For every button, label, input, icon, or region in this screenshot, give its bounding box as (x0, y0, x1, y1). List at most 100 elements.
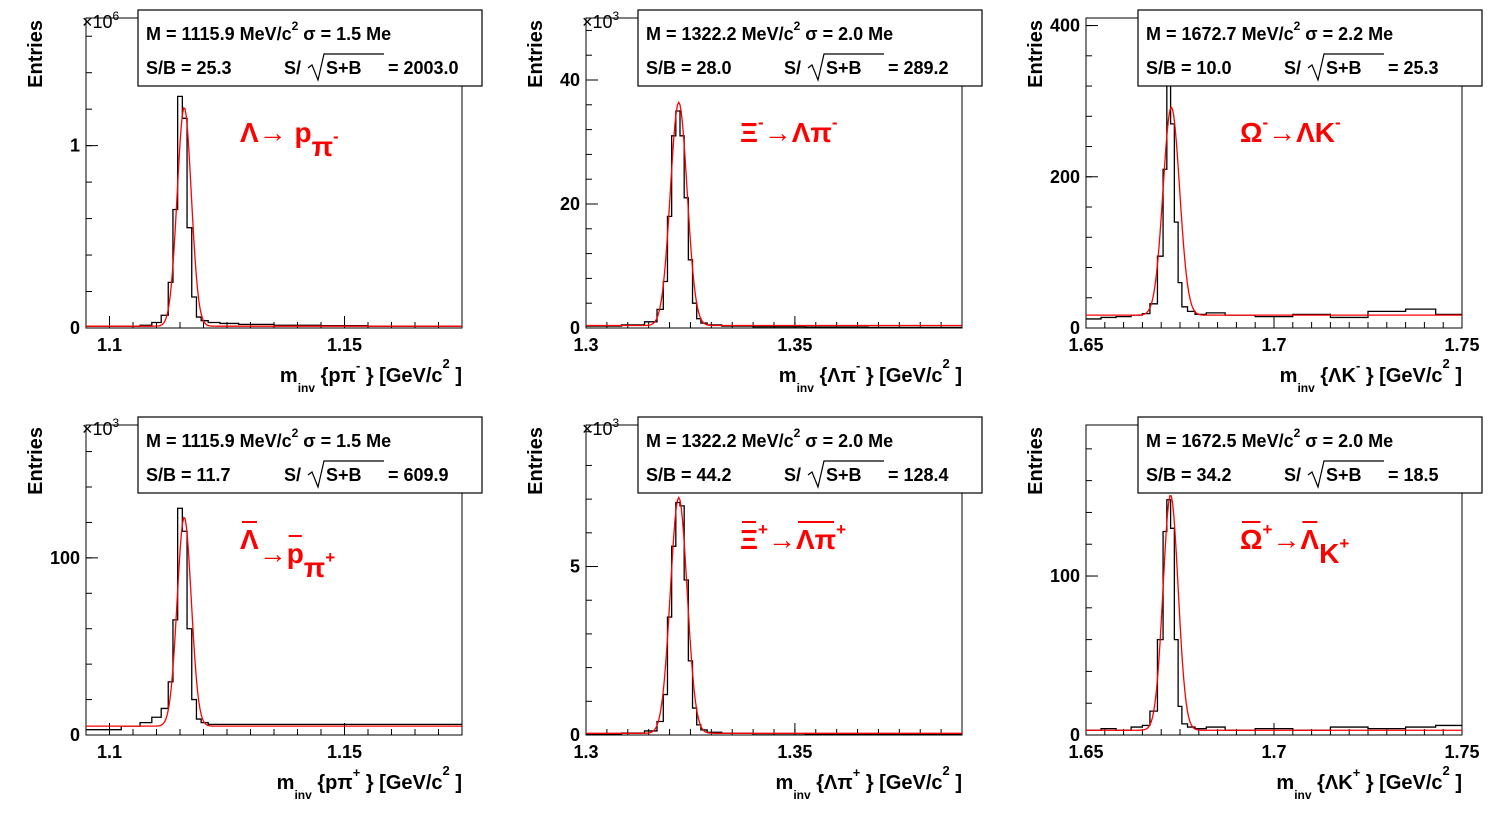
stats-sigma: σ = 2.2 Me (1300, 24, 1393, 44)
x-axis-title-part: - (856, 358, 860, 373)
y-exponent-power: 3 (613, 416, 620, 430)
x-axis-title-part: {ΛK (1315, 365, 1357, 387)
x-axis-title-part: {Λπ (814, 365, 856, 387)
decay-part: →p (259, 538, 304, 569)
stats-mass-sup: 2 (1294, 426, 1301, 440)
sqrt-sign (307, 460, 384, 490)
decay-label: Λ→pπ+ (240, 524, 335, 583)
x-axis-title-part: } [GeV/c (360, 365, 442, 387)
stats-significance-value: = 18.5 (1388, 465, 1439, 485)
x-axis-title-part: ] (950, 365, 962, 387)
x-axis-title-part: ] (450, 772, 462, 794)
chart-panel-5: 0 5 1.3 1.35 Entries ×103 minv {Λπ+ } [GeV/c2 … (525, 416, 983, 802)
stats-significance-value: = 128.4 (888, 465, 949, 485)
stats-box (637, 416, 983, 494)
y-tick-label: 1 (70, 136, 80, 156)
x-axis-title: minv {pπ+ } [GeV/c2 ] (277, 763, 462, 802)
x-axis-title-part: {Λπ (811, 772, 853, 794)
y-axis-title: Entries (25, 427, 47, 495)
stats-significance-arg: S+B (326, 58, 362, 78)
decay-part: Λ (240, 524, 259, 555)
y-tick-label: 20 (560, 194, 580, 214)
stats-mass: M = 1115.9 MeV/c2 σ = 1.5 Me (146, 426, 391, 451)
stats-mass-sup: 2 (1294, 19, 1301, 33)
x-axis-title-part: } [GeV/c (360, 772, 442, 794)
histogram-line (86, 507, 462, 731)
x-axis-title: minv {Λπ- } [GeV/c2 ] (779, 356, 962, 395)
x-axis-title-part: 2 (943, 763, 950, 778)
x-tick-label: 1.35 (777, 335, 812, 355)
stats-sb: S/B = 25.3 (146, 58, 232, 78)
decay-sup: - (333, 127, 339, 146)
decay-sup: - (1335, 113, 1341, 132)
decay-part: →Λ (1272, 524, 1319, 555)
stats-sigma: σ = 2.0 Me (800, 24, 893, 44)
stats-sb: S/B = 44.2 (646, 465, 732, 485)
fit-curve (1086, 105, 1462, 316)
y-axis-title: Entries (525, 427, 547, 495)
y-axis-title: Entries (25, 20, 47, 88)
decay-part: π (304, 552, 325, 583)
x-axis-title-part: } [GeV/c (1360, 772, 1442, 794)
decay-part: Λ→ p (240, 117, 312, 148)
stats-significance-arg: S+B (1326, 465, 1362, 485)
fit-curve (1086, 495, 1462, 731)
stats-significance-value: = 609.9 (388, 465, 449, 485)
x-axis-title-part: m (779, 365, 797, 387)
stats-mass: M = 1672.7 MeV/c2 σ = 2.2 Me (1146, 19, 1393, 44)
decay-sup: + (1339, 534, 1349, 553)
stats-box (1137, 9, 1483, 87)
x-tick-label: 1.75 (1444, 742, 1479, 762)
x-axis-title: minv {ΛK+ } [GeV/c2 ] (1276, 763, 1462, 802)
decay-part: →Λπ (764, 117, 832, 148)
decay-sup: + (325, 548, 335, 567)
stats-significance-value: = 289.2 (888, 58, 949, 78)
decay-part: Ξ (740, 117, 758, 148)
y-exponent-power: 3 (613, 9, 620, 23)
x-axis-title-part: 2 (443, 763, 450, 778)
x-axis-title-part: + (353, 765, 361, 780)
stats-sb: S/B = 10.0 (1146, 58, 1232, 78)
x-tick-label: 1.15 (327, 335, 362, 355)
stats-significance-arg: S+B (826, 58, 862, 78)
x-axis-title-part: } [GeV/c (860, 365, 942, 387)
y-axis-title: Entries (1025, 427, 1047, 495)
x-tick-label: 1.65 (1068, 335, 1103, 355)
stats-box (137, 9, 483, 87)
x-tick-label: 1.35 (777, 742, 812, 762)
stats-mass: M = 1672.5 MeV/c2 σ = 2.0 Me (1146, 426, 1393, 451)
decay-part: Ω (1240, 524, 1262, 555)
stats-sigma: σ = 2.0 Me (1300, 431, 1393, 451)
x-tick-label: 1.3 (573, 335, 598, 355)
fit-curve (86, 516, 462, 727)
x-axis-title-part: ] (1450, 772, 1462, 794)
fit-curve (586, 100, 962, 327)
stats-mass-sup: 2 (794, 19, 801, 33)
x-axis-title-part: inv (797, 381, 815, 395)
x-axis-title-part: } [GeV/c (860, 772, 942, 794)
x-tick-label: 1.15 (327, 742, 362, 762)
x-axis-title-part: {pπ (312, 772, 353, 794)
stats-significance-arg: S+B (326, 465, 362, 485)
decay-label: Ξ+→Λπ+ (740, 520, 846, 555)
x-axis-title-part: m (280, 365, 298, 387)
stats-mass-sup: 2 (292, 426, 299, 440)
x-axis-title-part: {ΛK (1312, 772, 1354, 794)
x-axis-title: minv {ΛK- } [GeV/c2 ] (1280, 356, 1462, 395)
histogram-line (1086, 499, 1462, 731)
stats-mass: M = 1322.2 MeV/c2 σ = 2.0 Me (646, 19, 893, 44)
x-axis-title-part: m (277, 772, 295, 794)
decay-label: Λ→ pπ- (240, 117, 339, 162)
sqrt-sign (1307, 53, 1384, 83)
decay-part: Ξ (740, 524, 758, 555)
x-axis-title-part: m (1280, 365, 1298, 387)
decay-part: π (312, 131, 333, 162)
stats-significance-label: S/ (784, 465, 801, 485)
y-tick-label: 0 (570, 725, 580, 745)
stats-significance-label: S/ (284, 465, 301, 485)
y-tick-label: 200 (1050, 167, 1080, 187)
